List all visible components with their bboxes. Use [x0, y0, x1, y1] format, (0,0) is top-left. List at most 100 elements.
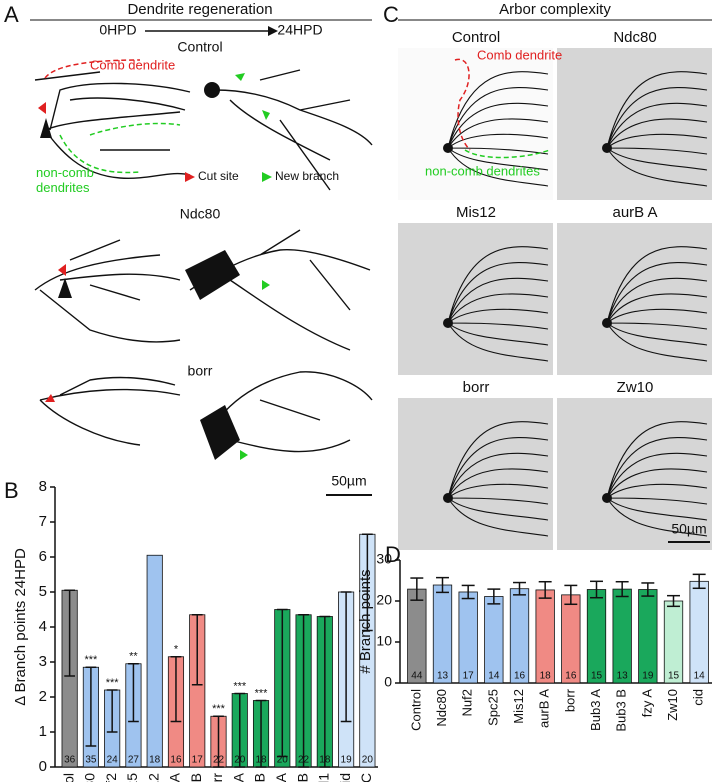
y-axis-label: # Branch points — [357, 569, 374, 673]
significance: *** — [106, 677, 120, 689]
error-bar — [298, 614, 309, 768]
bar — [638, 589, 658, 684]
y-axis-label: Δ Branch points 24HPD — [12, 548, 29, 706]
sample-size: 20 — [277, 755, 289, 766]
bar — [458, 591, 478, 684]
sample-size: 18 — [255, 755, 267, 766]
x-tick-label: Bub3 A — [588, 689, 603, 731]
cut-marker — [38, 102, 46, 114]
micrograph — [557, 223, 712, 375]
x-tick-label: Bub3 A — [230, 772, 246, 782]
comb-trace — [44, 59, 141, 79]
error-bar — [487, 588, 501, 605]
time-label: 0HPD — [99, 22, 136, 38]
bar — [612, 588, 632, 684]
dendrite — [606, 421, 708, 537]
error-bar — [191, 614, 203, 686]
dendrite — [447, 71, 549, 187]
legend-label: Cut site — [198, 169, 239, 183]
x-tick-label: borr — [562, 688, 577, 712]
branch-marker — [262, 172, 272, 182]
micrographs — [34, 69, 373, 460]
significance: *** — [233, 680, 247, 692]
bar — [509, 588, 530, 684]
error-bar — [436, 576, 449, 594]
dendrite — [447, 421, 549, 537]
soma — [443, 143, 453, 153]
error-bar — [64, 589, 75, 677]
legend-label: New branch — [275, 169, 339, 183]
scale-label: 50µm — [331, 473, 366, 489]
error-bar — [340, 591, 352, 723]
error-bar — [641, 582, 655, 597]
panel-letter: C — [383, 2, 399, 27]
sample-size: 24 — [107, 755, 119, 766]
y-tick-label: 5 — [39, 583, 47, 600]
sample-size: 17 — [192, 755, 204, 766]
error-bar — [692, 573, 706, 590]
sample-size: 27 — [128, 755, 140, 766]
sample-size: 18 — [540, 671, 552, 682]
error-bar — [128, 663, 139, 723]
y-tick-label: 1 — [39, 723, 47, 740]
error-bar — [170, 656, 182, 723]
noncomb-label: non-comb dendrites — [36, 165, 94, 195]
bar — [535, 589, 555, 684]
bar — [432, 584, 453, 684]
x-tick-label: Spc25 — [124, 773, 140, 782]
noncomb-trace — [59, 122, 181, 174]
error-bar — [590, 580, 603, 599]
y-tick-label: 0 — [39, 758, 47, 775]
soma — [602, 143, 612, 153]
sample-size: 17 — [463, 671, 475, 682]
error-bar — [213, 715, 224, 768]
panel-title: Dendrite regeneration — [127, 1, 272, 18]
sample-size: 15 — [591, 671, 603, 682]
error-bar — [513, 581, 526, 596]
error-bar — [410, 577, 424, 601]
y-tick-label: 10 — [376, 633, 392, 649]
sample-size: 13 — [437, 671, 449, 682]
error-bar — [667, 594, 680, 608]
x-tick-label: aurB B — [188, 773, 204, 782]
x-tick-label: borr — [209, 773, 225, 782]
x-tick-label: Nuf2 — [460, 689, 475, 716]
y-tick-label: 2 — [39, 688, 47, 705]
y-tick-label: 4 — [39, 618, 47, 635]
sample-size: 22 — [298, 755, 310, 766]
image-label: borr — [463, 379, 490, 396]
panel-letter: B — [4, 478, 19, 503]
micrograph — [557, 48, 712, 200]
micrograph — [398, 48, 553, 200]
y-tick-label: 0 — [384, 674, 392, 690]
cut-marker — [45, 394, 55, 402]
image-label: aurB A — [612, 204, 657, 221]
image-label: Zw10 — [617, 379, 654, 396]
y-tick-label: 30 — [376, 551, 392, 567]
time-label: 24HPD — [277, 22, 322, 38]
soma — [602, 318, 612, 328]
error-bar — [319, 615, 331, 768]
sample-size: 36 — [64, 755, 76, 766]
sample-size: 19 — [642, 671, 654, 682]
significance: *** — [255, 687, 269, 699]
x-tick-label: Spc25 — [485, 689, 500, 726]
bar — [689, 580, 709, 684]
image-label: Mis12 — [456, 204, 496, 221]
panel-title: Arbor complexity — [499, 1, 611, 18]
sample-size: 15 — [668, 671, 680, 682]
cut-marker — [58, 264, 66, 276]
x-tick-label: Cenp-C — [358, 773, 374, 782]
image-label: Ndc80 — [613, 29, 656, 46]
x-tick-label: Zw10 — [665, 689, 680, 721]
branch-marker — [240, 450, 248, 460]
x-tick-label: Bub3 B — [252, 773, 268, 782]
error-bar — [106, 689, 118, 733]
y-tick-label: 7 — [39, 513, 47, 530]
x-tick-label: Mis12 — [511, 689, 526, 724]
bar — [586, 589, 607, 684]
sample-size: 13 — [617, 671, 629, 682]
cut-marker — [185, 172, 195, 182]
x-tick-label: aurB A — [167, 772, 183, 782]
